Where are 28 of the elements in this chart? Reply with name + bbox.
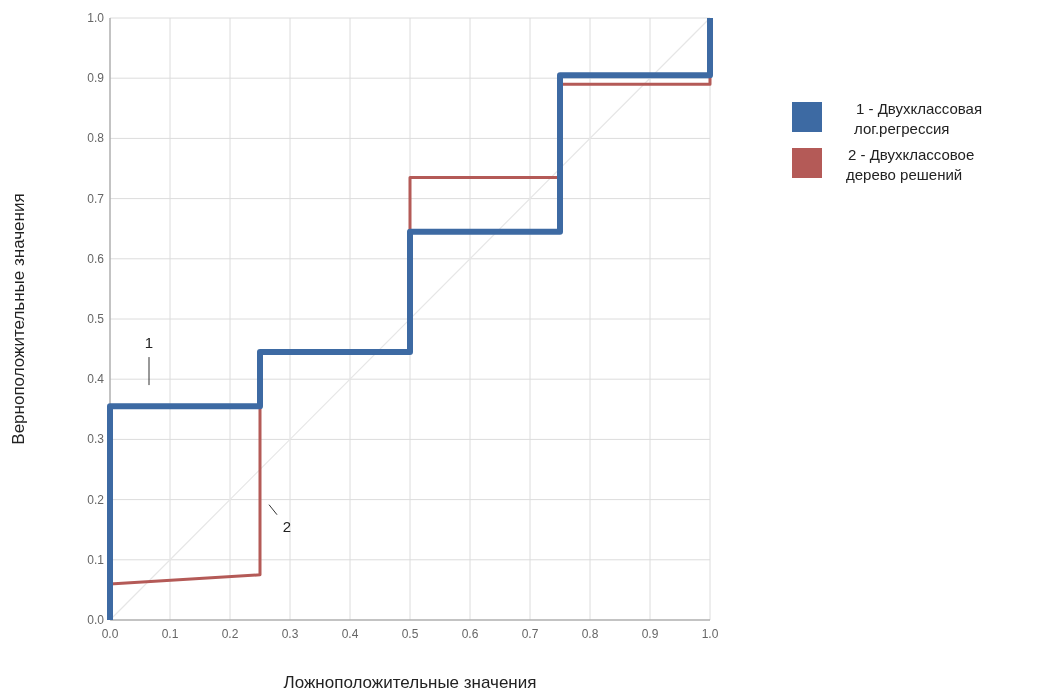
- legend-label: 2 - Двухклассовое дерево решений: [846, 146, 975, 183]
- y-tick-label: 0.8: [87, 131, 105, 146]
- y-tick-label: 0.6: [87, 251, 105, 266]
- annotation: 2: [282, 517, 292, 535]
- y-tick-label: 0.7: [87, 191, 105, 206]
- x-tick-label: 0.9: [641, 627, 659, 641]
- annotation: 1: [144, 334, 154, 352]
- x-tick-label: 0.3: [281, 627, 299, 641]
- x-tick-label: 0.4: [341, 627, 359, 641]
- x-tick-label: 1.0: [701, 627, 719, 641]
- legend-label: 1 - Двухклассовая лог.регрессия: [854, 100, 983, 137]
- y-tick-label: 0.9: [87, 71, 105, 86]
- x-tick-label: 0.1: [161, 627, 179, 641]
- x-tick-label: 0.0: [101, 627, 119, 641]
- y-tick-label: 0.0: [87, 613, 105, 627]
- x-tick-label: 0.7: [521, 627, 539, 641]
- x-tick-label: 0.6: [461, 627, 479, 641]
- y-tick-label: 1.0: [87, 11, 105, 25]
- x-tick-label: 0.2: [221, 627, 239, 641]
- y-tick-label: 0.4: [87, 372, 105, 387]
- y-tick-label: 0.1: [87, 552, 105, 567]
- y-axis-title: Верноположительные значения: [9, 193, 28, 445]
- x-axis-title: Ложноположительные значения: [283, 673, 537, 692]
- y-tick-label: 0.2: [87, 492, 105, 507]
- x-tick-label: 0.8: [581, 627, 599, 641]
- x-tick-label: 0.5: [401, 627, 419, 641]
- y-tick-label: 0.5: [87, 312, 105, 326]
- y-tick-label: 0.3: [87, 432, 105, 447]
